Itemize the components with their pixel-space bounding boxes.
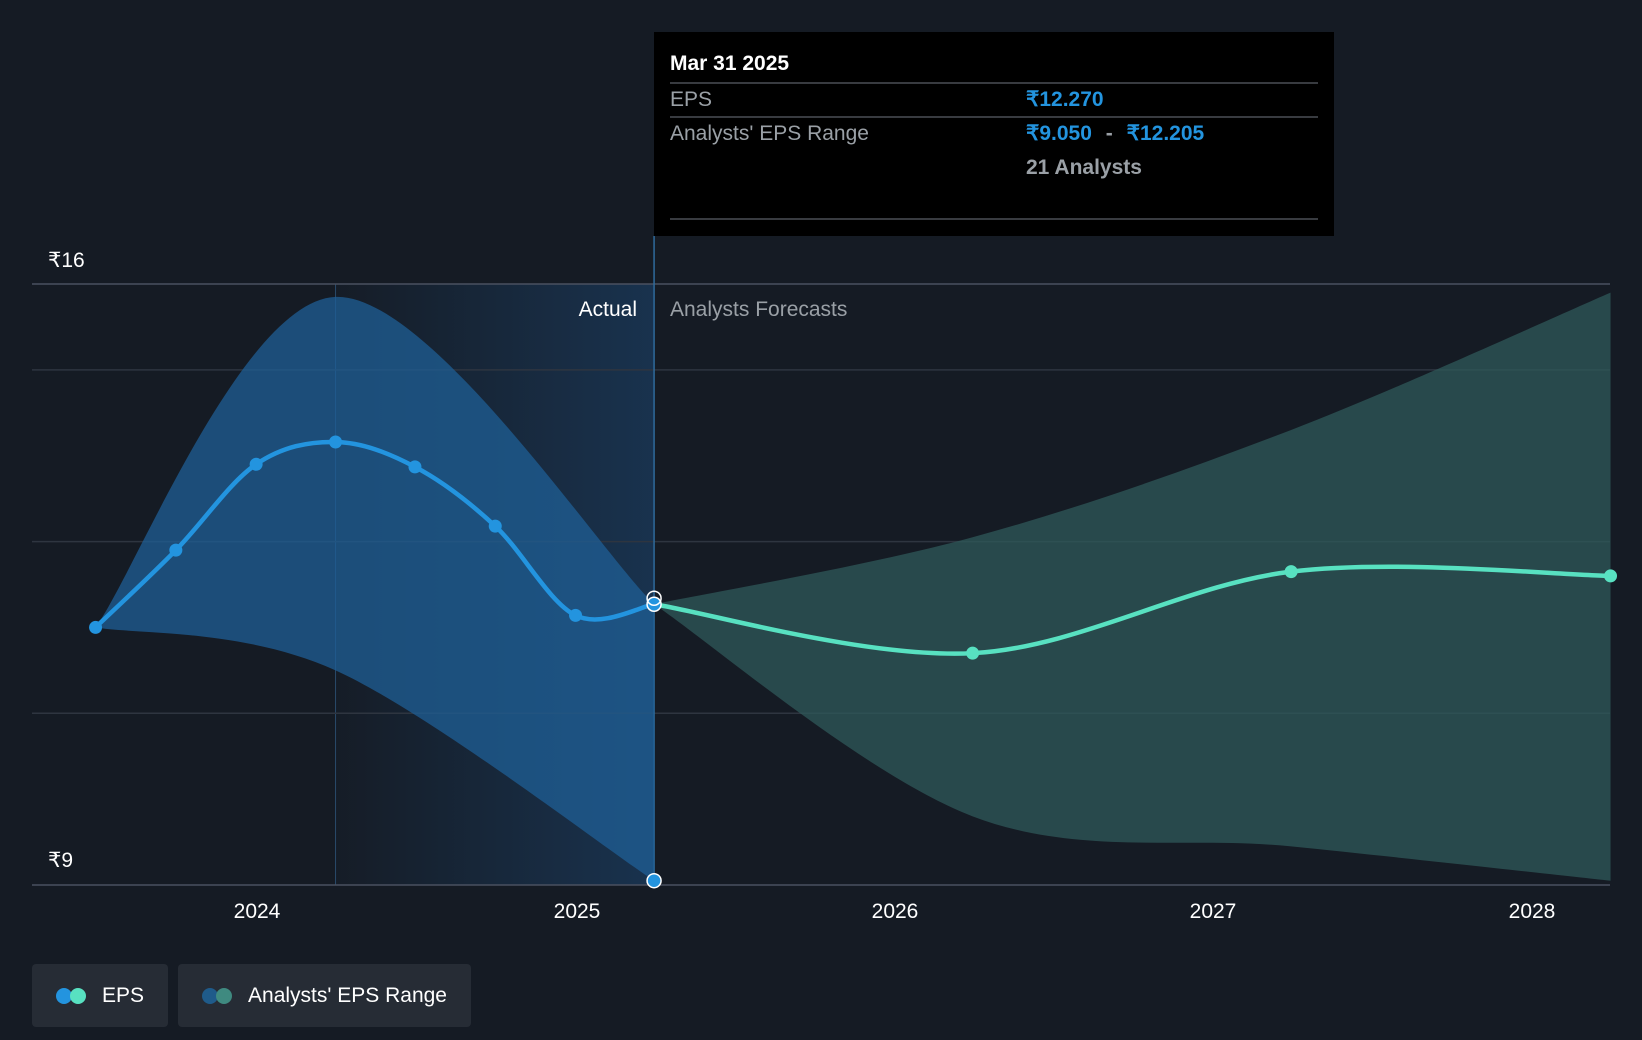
- eps-range-legend-icon: [202, 987, 233, 1004]
- eps-actual-line: [93, 439, 657, 630]
- tooltip-range-separator: -: [1106, 122, 1113, 145]
- x-tick-label-2026: 2026: [872, 900, 919, 923]
- tooltip-range-label: Analysts' EPS Range: [670, 122, 869, 145]
- x-tick-label-2024: 2024: [234, 900, 281, 923]
- hover-tooltip: Mar 31 2025 EPS ₹12.270 Analysts' EPS Ra…: [654, 32, 1334, 236]
- tooltip-eps-label: EPS: [670, 88, 712, 111]
- tooltip-range-values: ₹9.050 - ₹12.205: [1026, 122, 1205, 145]
- eps-data-point[interactable]: [1604, 569, 1618, 583]
- range-low-marker[interactable]: [646, 872, 662, 889]
- tooltip-eps-value: ₹12.270: [1026, 88, 1104, 111]
- legend-item-eps[interactable]: EPS: [32, 964, 169, 1027]
- x-tick-label-2027: 2027: [1190, 900, 1237, 923]
- eps-data-point[interactable]: [569, 608, 583, 622]
- tooltip-date: Mar 31 2025: [670, 52, 789, 75]
- eps-data-point[interactable]: [169, 543, 183, 557]
- tooltip-range-low: ₹9.050: [1026, 122, 1092, 145]
- eps-legend-icon: [56, 987, 86, 1004]
- eps-data-point[interactable]: [966, 646, 980, 660]
- forecast-section-label: Analysts Forecasts: [670, 298, 847, 321]
- legend-label-eps: EPS: [102, 983, 145, 1007]
- eps-data-point[interactable]: [488, 519, 502, 533]
- tooltip-analyst-count: 21 Analysts: [1026, 156, 1142, 179]
- eps-data-point[interactable]: [89, 620, 103, 634]
- y-tick-label-max: ₹16: [48, 249, 85, 272]
- x-tick-label-2025: 2025: [554, 900, 601, 923]
- eps-forecast-line: [651, 564, 1613, 656]
- eps-data-point[interactable]: [1284, 565, 1298, 579]
- eps-data-point[interactable]: [249, 457, 263, 471]
- tooltip-range-high: ₹12.205: [1127, 122, 1205, 145]
- x-tick-label-2028: 2028: [1509, 900, 1556, 923]
- chart-legend: EPS Analysts' EPS Range: [32, 964, 471, 1027]
- tooltip-background: [654, 32, 1334, 236]
- eps-chart: ₹16 ₹9 Actual Analysts Forecasts 2024 20…: [32, 32, 1618, 923]
- eps-data-point[interactable]: [329, 435, 343, 449]
- eps-range-area: [654, 292, 1611, 881]
- legend-label-eps-range: Analysts' EPS Range: [248, 983, 447, 1007]
- range-high-marker: [646, 590, 662, 606]
- eps-data-point[interactable]: [408, 460, 422, 474]
- eps-data-point[interactable]: [646, 596, 662, 612]
- legend-item-eps-range[interactable]: Analysts' EPS Range: [178, 964, 471, 1027]
- actual-section-label: Actual: [579, 298, 637, 321]
- y-tick-label-min: ₹9: [48, 849, 73, 872]
- eps-range-area: [95, 296, 655, 881]
